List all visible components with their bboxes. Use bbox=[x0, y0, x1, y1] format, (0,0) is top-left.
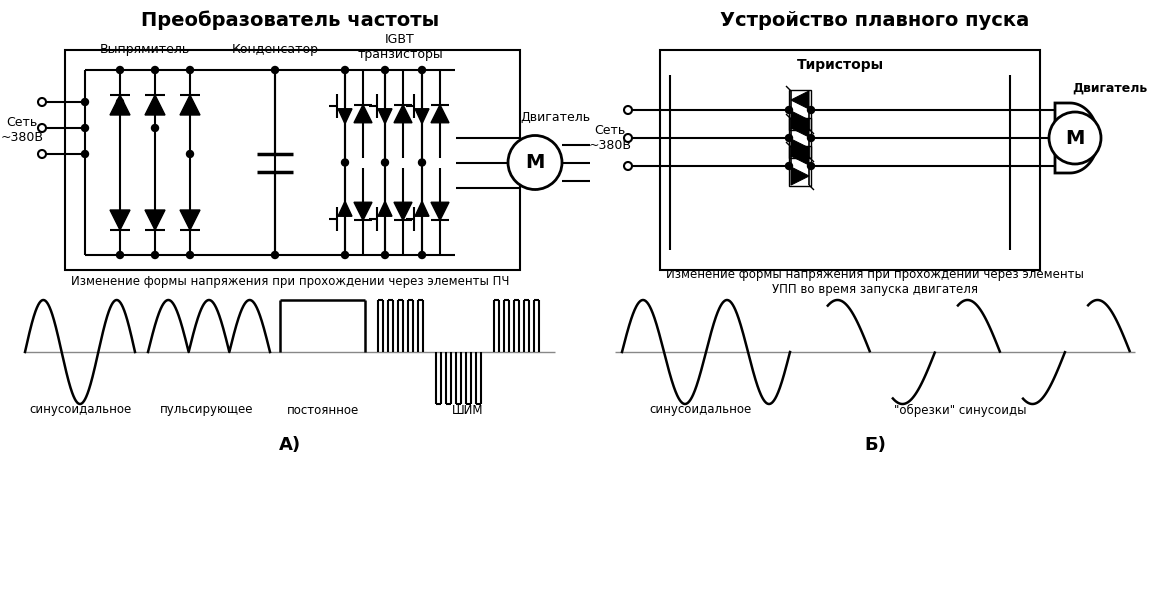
Circle shape bbox=[624, 134, 632, 142]
Circle shape bbox=[152, 251, 159, 259]
Text: Изменение формы напряжения при прохождении через элементы ПЧ: Изменение формы напряжения при прохожден… bbox=[71, 275, 509, 289]
Circle shape bbox=[419, 67, 426, 73]
Text: Конденсатор: Конденсатор bbox=[232, 43, 319, 56]
Bar bbox=[789, 118, 811, 158]
Text: ШИМ: ШИМ bbox=[452, 403, 484, 416]
Circle shape bbox=[382, 251, 389, 259]
Polygon shape bbox=[338, 201, 351, 216]
Polygon shape bbox=[415, 109, 429, 124]
Polygon shape bbox=[354, 202, 372, 220]
Text: Изменение формы напряжения при прохождении через элементы
УПП во время запуска д: Изменение формы напряжения при прохожден… bbox=[666, 268, 1083, 296]
Text: синусоидальное: синусоидальное bbox=[29, 403, 131, 416]
Text: А): А) bbox=[278, 436, 302, 454]
Polygon shape bbox=[394, 202, 412, 220]
Circle shape bbox=[341, 67, 348, 73]
Bar bbox=[660, 50, 1041, 270]
Circle shape bbox=[1049, 112, 1101, 164]
Text: M: M bbox=[1065, 128, 1085, 148]
Text: Двигатель: Двигатель bbox=[1072, 82, 1147, 94]
Text: пульсирующее: пульсирующее bbox=[160, 403, 254, 416]
Polygon shape bbox=[432, 105, 449, 123]
Text: Устройство плавного пуска: Устройство плавного пуска bbox=[720, 10, 1030, 29]
Polygon shape bbox=[145, 95, 165, 115]
Text: IGBT
транзисторы: IGBT транзисторы bbox=[357, 33, 443, 61]
Text: постоянное: постоянное bbox=[287, 403, 360, 416]
Polygon shape bbox=[415, 201, 429, 216]
Polygon shape bbox=[378, 201, 392, 216]
Circle shape bbox=[152, 67, 159, 73]
Polygon shape bbox=[338, 109, 351, 124]
Circle shape bbox=[81, 151, 88, 157]
Circle shape bbox=[624, 106, 632, 114]
Circle shape bbox=[508, 136, 561, 190]
Bar bbox=[789, 90, 811, 130]
Circle shape bbox=[271, 67, 278, 73]
Text: Б): Б) bbox=[864, 436, 886, 454]
Circle shape bbox=[807, 107, 814, 113]
Polygon shape bbox=[145, 210, 165, 230]
Text: Выпрямитель: Выпрямитель bbox=[100, 43, 190, 56]
Polygon shape bbox=[394, 105, 412, 123]
Circle shape bbox=[419, 159, 426, 166]
Text: M: M bbox=[525, 153, 545, 172]
Polygon shape bbox=[110, 95, 130, 115]
Circle shape bbox=[785, 163, 792, 169]
Circle shape bbox=[81, 124, 88, 131]
Circle shape bbox=[807, 134, 814, 142]
Circle shape bbox=[341, 251, 348, 259]
Text: Двигатель: Двигатель bbox=[520, 111, 590, 124]
Bar bbox=[789, 146, 811, 186]
Circle shape bbox=[116, 67, 123, 73]
Polygon shape bbox=[180, 95, 200, 115]
Polygon shape bbox=[791, 119, 809, 137]
Circle shape bbox=[807, 163, 814, 169]
Circle shape bbox=[382, 159, 389, 166]
Circle shape bbox=[271, 251, 278, 259]
Text: Сеть
~380В: Сеть ~380В bbox=[588, 124, 631, 152]
Polygon shape bbox=[110, 210, 130, 230]
Text: синусоидальное: синусоидальное bbox=[648, 403, 752, 416]
Circle shape bbox=[419, 251, 426, 259]
Polygon shape bbox=[378, 109, 392, 124]
Circle shape bbox=[785, 134, 792, 142]
Circle shape bbox=[116, 251, 123, 259]
Circle shape bbox=[341, 159, 348, 166]
Circle shape bbox=[187, 67, 194, 73]
Circle shape bbox=[187, 151, 194, 157]
Polygon shape bbox=[791, 91, 809, 109]
Circle shape bbox=[187, 251, 194, 259]
Polygon shape bbox=[791, 111, 809, 129]
Text: Тиристоры: Тиристоры bbox=[797, 58, 884, 72]
Circle shape bbox=[382, 67, 389, 73]
Polygon shape bbox=[791, 167, 809, 185]
Circle shape bbox=[38, 124, 46, 132]
Polygon shape bbox=[1054, 103, 1099, 173]
Polygon shape bbox=[180, 210, 200, 230]
Text: Сеть
~380В: Сеть ~380В bbox=[0, 116, 44, 144]
Polygon shape bbox=[432, 202, 449, 220]
Bar bbox=[65, 50, 520, 270]
Circle shape bbox=[624, 162, 632, 170]
Circle shape bbox=[81, 98, 88, 106]
Text: Преобразователь частоты: Преобразователь частоты bbox=[140, 10, 440, 30]
Circle shape bbox=[38, 150, 46, 158]
Circle shape bbox=[785, 107, 792, 113]
Polygon shape bbox=[791, 139, 809, 157]
Circle shape bbox=[116, 98, 123, 106]
Polygon shape bbox=[791, 147, 809, 165]
Polygon shape bbox=[354, 105, 372, 123]
Text: "обрезки" синусоиды: "обрезки" синусоиды bbox=[893, 403, 1027, 416]
Circle shape bbox=[38, 98, 46, 106]
Circle shape bbox=[152, 124, 159, 131]
